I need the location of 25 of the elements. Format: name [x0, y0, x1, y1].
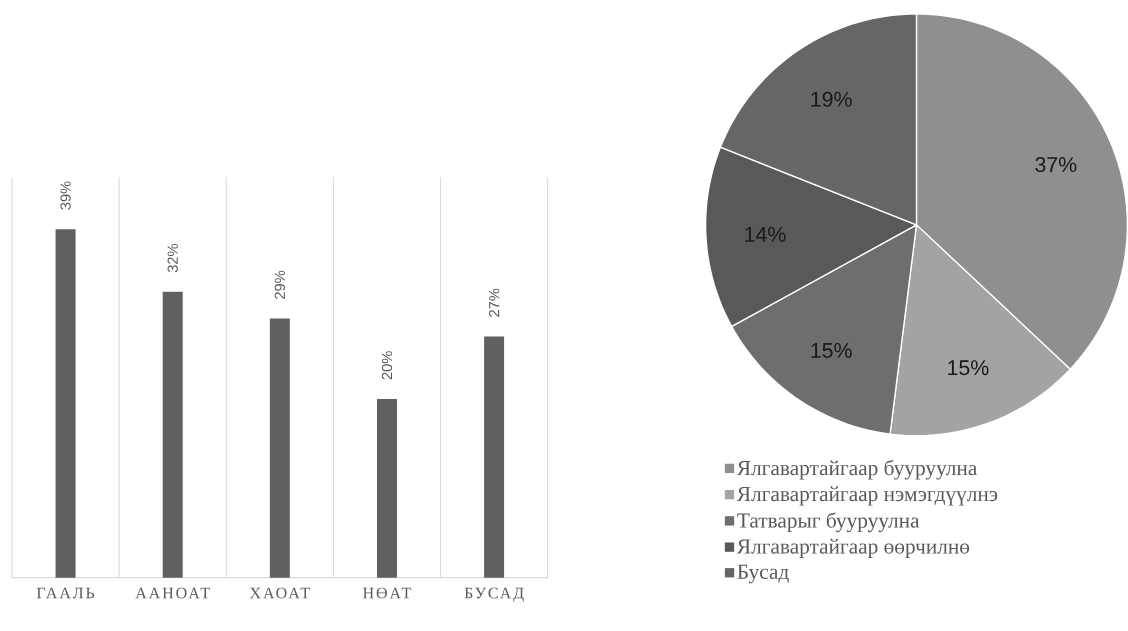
data-label: 15% [948, 360, 989, 376]
data-label: 20% [381, 351, 393, 380]
data-label: 19% [811, 91, 852, 108]
bar [55, 229, 76, 578]
data-label: 14% [745, 227, 786, 243]
x-tick-label: НӨАТ [363, 587, 412, 599]
x-tick-label: БУСАД [464, 587, 524, 602]
x-tick-label: ГААЛЬ [36, 587, 95, 599]
data-label: 27% [488, 288, 500, 317]
legend-label: Бусад [737, 564, 789, 584]
bar [162, 291, 183, 578]
legend-label: Татварыг бууруулна [737, 512, 920, 533]
data-label: 39% [60, 181, 71, 210]
legend-label: Ялгавартайгаар бууруулна [736, 459, 977, 480]
legend-label: Ялгавартайгаар нэмэгдүүлнэ [736, 486, 998, 506]
bar [269, 318, 290, 578]
data-label: 15% [811, 343, 852, 359]
bar [376, 399, 397, 578]
x-tick-label: ААНОАТ [135, 587, 210, 599]
data-label: 37% [1035, 157, 1077, 173]
legend-label: Ялгавартайгаар өөрчилнө [736, 539, 970, 559]
data-label: 32% [167, 244, 178, 273]
x-tick-label: ХАОАТ [249, 587, 310, 599]
data-label: 29% [274, 270, 286, 300]
bar [484, 336, 505, 578]
